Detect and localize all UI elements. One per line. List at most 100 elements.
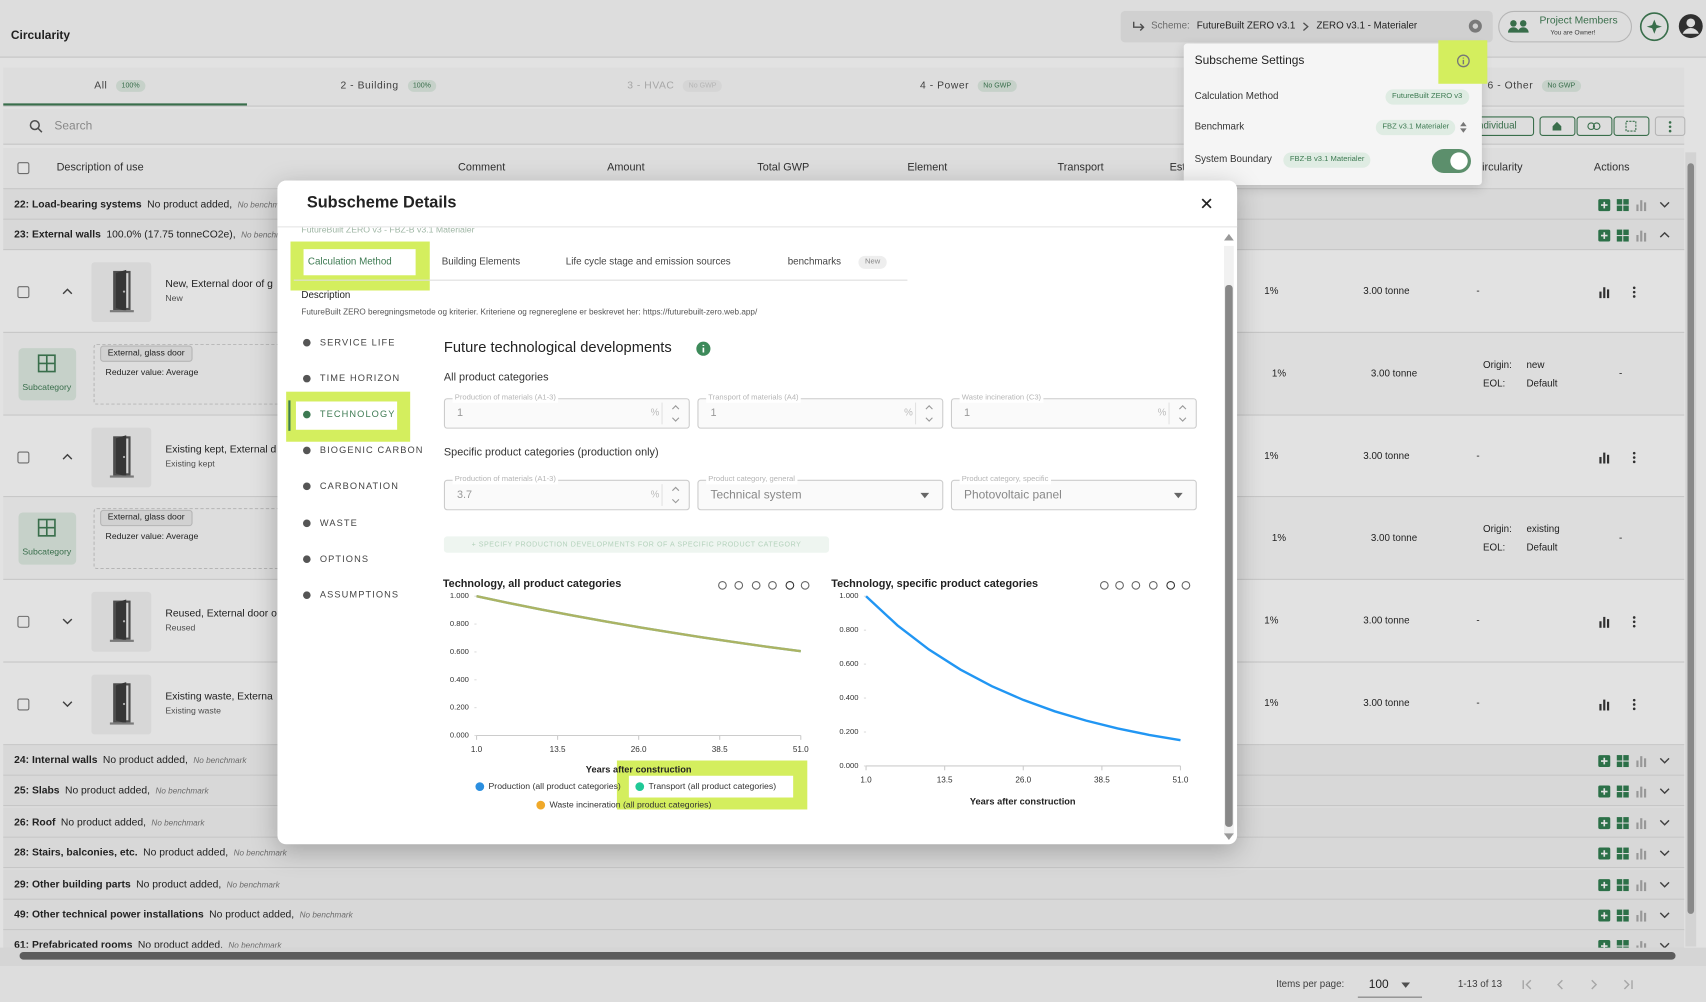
input-field[interactable] [950, 398, 1197, 429]
input-field[interactable] [697, 479, 944, 511]
add-product[interactable] [1598, 879, 1611, 892]
row-checkbox[interactable] [17, 286, 30, 299]
chart-button[interactable] [1598, 616, 1610, 628]
chart-tool[interactable] [800, 580, 810, 590]
legend-label[interactable]: Waste incineration (all product categori… [549, 799, 711, 809]
chart-tool[interactable] [718, 580, 727, 590]
add-product[interactable] [1598, 909, 1611, 922]
expand[interactable] [62, 700, 73, 709]
add-subcategory[interactable] [1616, 755, 1629, 768]
row-menu[interactable] [1632, 286, 1636, 298]
modal-tab[interactable]: benchmarks [787, 255, 842, 267]
vertical-scroll-thumb[interactable] [1687, 163, 1695, 914]
chart-button[interactable] [1598, 699, 1610, 711]
add-subcategory[interactable] [1616, 847, 1629, 860]
expand[interactable] [1659, 787, 1670, 796]
chart-button[interactable] [1635, 848, 1647, 860]
tab[interactable]: 2 - Building 100% [340, 79, 437, 92]
nav-item[interactable]: TIME HORIZON [319, 372, 401, 384]
more-button[interactable] [1654, 116, 1686, 137]
dropdown-arrow[interactable] [920, 492, 930, 499]
nav-item[interactable]: OPTIONS [319, 553, 370, 564]
collapse[interactable] [62, 452, 73, 461]
row-menu[interactable] [1632, 616, 1636, 628]
tab[interactable]: 3 - HVAC No GWP [627, 79, 722, 92]
spinner[interactable] [925, 404, 934, 424]
chart-button[interactable] [1635, 755, 1647, 768]
chart-tool[interactable] [734, 580, 744, 590]
nav-item[interactable]: WASTE [319, 517, 358, 529]
info-button[interactable] [1456, 54, 1470, 68]
expand[interactable] [1659, 880, 1670, 889]
add-product[interactable] [1598, 199, 1611, 212]
row-menu[interactable] [1632, 698, 1636, 711]
chart-button[interactable] [1635, 879, 1647, 892]
collapse[interactable] [62, 287, 73, 296]
dropdown-arrow[interactable] [1173, 492, 1183, 499]
close-button[interactable] [1201, 198, 1212, 209]
page-nav[interactable] [1522, 979, 1533, 990]
chart-tool[interactable] [1099, 580, 1109, 590]
nav-item[interactable]: BIOGENIC CARBON [319, 444, 424, 456]
chart-button[interactable] [1635, 910, 1647, 922]
spinner[interactable] [671, 485, 680, 505]
tab[interactable]: 4 - Power No GWP [920, 79, 1017, 92]
row-menu[interactable] [1632, 451, 1636, 463]
expand[interactable] [1659, 911, 1670, 920]
expand[interactable] [62, 617, 73, 626]
avatar[interactable] [1678, 13, 1704, 39]
horizontal-scroll-thumb[interactable] [19, 952, 1676, 960]
modal-tab[interactable]: Calculation Method [307, 255, 392, 267]
input-field[interactable] [697, 398, 944, 429]
row-checkbox[interactable] [17, 450, 30, 463]
assistant-button[interactable] [1639, 12, 1669, 42]
add-product[interactable] [1598, 229, 1611, 242]
chart-tool[interactable] [768, 580, 777, 590]
view-button[interactable] [1613, 116, 1650, 137]
nav-item[interactable]: SERVICE LIFE [319, 336, 396, 348]
chart-tool[interactable] [1166, 580, 1176, 590]
nav-item[interactable]: TECHNOLOGY [319, 408, 396, 420]
add-product[interactable] [1598, 755, 1611, 768]
nav-item[interactable]: ASSUMPTIONS [319, 588, 400, 600]
spinner[interactable] [671, 404, 680, 424]
expand[interactable] [1659, 849, 1670, 858]
add-subcategory[interactable] [1616, 909, 1629, 922]
add-subcategory[interactable] [1616, 229, 1629, 242]
chart-button[interactable] [1635, 786, 1647, 798]
expand[interactable] [1659, 941, 1670, 950]
expand[interactable] [1659, 756, 1670, 765]
spinner[interactable] [1178, 404, 1187, 424]
chart-button[interactable] [1635, 230, 1647, 242]
add-subcategory[interactable] [1616, 879, 1629, 892]
input-field[interactable] [443, 479, 690, 511]
page-nav[interactable] [1555, 979, 1566, 990]
row-checkbox[interactable] [17, 615, 30, 628]
add-subcategory[interactable] [1616, 817, 1629, 830]
chart-button[interactable] [1635, 817, 1647, 830]
add-product[interactable] [1598, 847, 1611, 860]
nav-item[interactable]: CARBONATION [319, 480, 399, 492]
expand[interactable] [1659, 200, 1670, 209]
select-all-checkbox[interactable] [17, 162, 30, 175]
add-product[interactable] [1598, 817, 1611, 830]
legend-label[interactable]: Transport (all product categories) [648, 781, 776, 791]
add-subcategory[interactable] [1616, 785, 1629, 798]
legend-label[interactable]: Production (all product categories) [489, 781, 621, 791]
input-field[interactable] [443, 398, 690, 429]
modal-tab[interactable]: Building Elements [441, 255, 521, 267]
chart-tool[interactable] [1131, 580, 1141, 590]
modal-scroll-thumb[interactable] [1225, 285, 1233, 827]
expand[interactable] [1659, 818, 1670, 827]
view-button[interactable] [1539, 116, 1576, 137]
page-size-select[interactable] [1357, 972, 1423, 998]
chart-tool[interactable] [1115, 580, 1124, 590]
members-button[interactable] [1498, 10, 1633, 43]
collapse[interactable] [1659, 231, 1670, 240]
page-nav[interactable] [1622, 979, 1633, 990]
input-field[interactable] [950, 479, 1197, 511]
search-input[interactable]: Search [54, 119, 93, 133]
tab[interactable]: 6 - Other No GWP [1487, 79, 1581, 92]
chart-tool[interactable] [751, 580, 761, 590]
add-product[interactable] [1598, 785, 1611, 798]
